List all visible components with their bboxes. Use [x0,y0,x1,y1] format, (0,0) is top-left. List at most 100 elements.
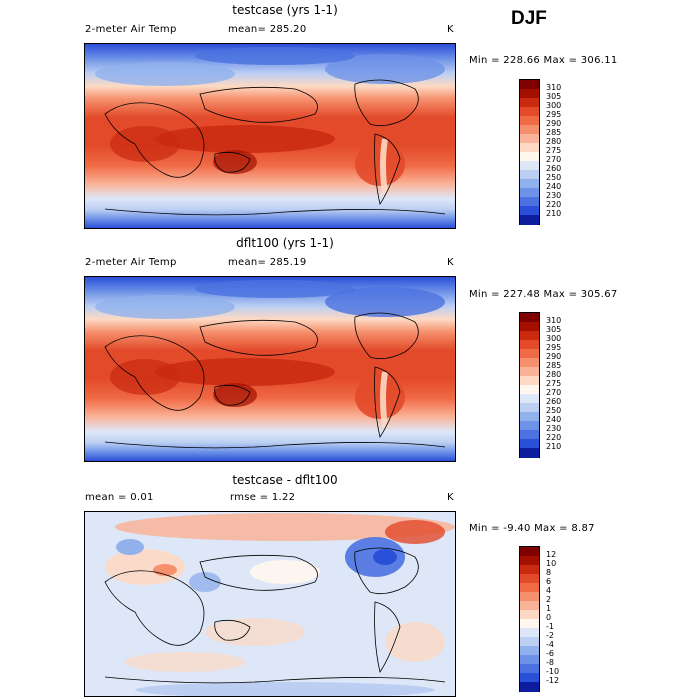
colorbar-swatch [520,331,539,341]
colorbar-swatch [520,583,539,593]
colorbar-tick-label: 310 [546,83,562,92]
panel-1-map [84,43,456,229]
colorbar-swatch [520,547,539,557]
panel-2-mean-label: mean= 285.19 [228,257,307,268]
colorbar-swatch [520,215,539,225]
colorbar-tick-label: 220 [546,200,562,209]
colorbar-swatch [520,610,539,620]
colorbar-tick-label: 290 [546,352,562,361]
panel-3-rmse-label: rmse = 1.22 [230,492,296,503]
colorbar-swatch [520,421,539,431]
colorbar-tick-label: 240 [546,182,562,191]
colorbar-swatch [520,385,539,395]
colorbar-tick-label: 305 [546,92,562,101]
colorbar-tick-label: 285 [546,128,562,137]
panel-2-title: dflt100 (yrs 1-1) [236,236,334,250]
colorbar-tick-label: 6 [546,577,552,586]
colorbar-tick-label: 230 [546,191,562,200]
colorbar-swatch [520,206,539,216]
colorbar-tick-label: -6 [546,649,554,658]
colorbar-swatch [520,565,539,575]
colorbar-tick-label: 260 [546,397,562,406]
colorbar-swatch [520,403,539,413]
colorbar-swatch [520,394,539,404]
colorbar-tick-label: 285 [546,361,562,370]
colorbar-tick-label: 240 [546,415,562,424]
panel-3-mean-label: mean = 0.01 [85,492,154,503]
colorbar-swatch [520,197,539,207]
colorbar-tick-label: 275 [546,146,562,155]
colorbar-tick-label: 305 [546,325,562,334]
colorbar-swatch [520,592,539,602]
colorbar-swatch [520,673,539,683]
colorbar-swatch [520,152,539,162]
colorbar-tick-label: 295 [546,343,562,352]
colorbar-tick-label: 300 [546,334,562,343]
colorbar-swatch [520,161,539,171]
colorbar-tick-label: 12 [546,550,557,559]
panel-3-difference-field [85,512,455,696]
colorbar-swatch [520,655,539,665]
colorbar-tick-label: 310 [546,316,562,325]
colorbar-swatch [520,601,539,611]
panel-3-map [84,511,456,697]
colorbar-swatch [520,358,539,368]
panel-1-temperature-field [85,44,455,228]
colorbar-tick-label: -2 [546,631,554,640]
colorbar-tick-label: 210 [546,209,562,218]
colorbar-tick-label: 1 [546,604,552,613]
colorbar-swatch [520,143,539,153]
colorbar-swatch [520,682,539,692]
colorbar-tick-label: 0 [546,613,552,622]
colorbar-tick-label: 270 [546,388,562,397]
colorbar-swatch [520,340,539,350]
colorbar-swatch [520,80,539,90]
colorbar-tick-label: 250 [546,406,562,415]
panel-2-units-label: K [447,257,454,268]
colorbar-swatch [520,170,539,180]
colorbar-tick-label: 270 [546,155,562,164]
colorbar-swatch [520,430,539,440]
panel-3-units-label: K [447,492,454,503]
colorbar-swatch [520,125,539,135]
panel-1-title: testcase (yrs 1-1) [232,3,338,17]
colorbar-tick-label: -12 [546,676,560,685]
colorbar-swatch [520,412,539,422]
colorbar-tick-label: -8 [546,658,554,667]
colorbar-swatch [520,134,539,144]
colorbar-tick-label: 250 [546,173,562,182]
colorbar-tick-label: 300 [546,101,562,110]
panel-3-minmax-label: Min = -9.40 Max = 8.87 [469,523,595,534]
colorbar-tick-label: 275 [546,379,562,388]
panel-2-map [84,276,456,462]
colorbar-swatch [520,646,539,656]
panel-1-variable-label: 2-meter Air Temp [85,24,177,35]
colorbar-swatch [520,628,539,638]
colorbar-tick-label: 4 [546,586,552,595]
colorbar-swatch [520,439,539,449]
panel-2-variable-label: 2-meter Air Temp [85,257,177,268]
colorbar-swatch [520,107,539,117]
colorbar-swatch [520,116,539,126]
colorbar-tick-label: -4 [546,640,554,649]
colorbar-swatch [520,637,539,647]
colorbar-tick-label: 220 [546,433,562,442]
colorbar-tick-label: -1 [546,622,554,631]
colorbar-swatch [520,574,539,584]
panel-3-colorbar-ticks: 12 10 8 6 4 2 1 0 -1 -2 -4 -6 -8 -10 -12 [546,546,586,692]
colorbar-swatch [520,376,539,386]
colorbar-tick-label: 280 [546,137,562,146]
panel-2-colorbar [519,312,540,458]
colorbar-swatch [520,322,539,332]
colorbar-swatch [520,448,539,458]
colorbar-swatch [520,89,539,99]
colorbar-swatch [520,98,539,108]
colorbar-swatch [520,188,539,198]
colorbar-tick-label: 280 [546,370,562,379]
panel-1-colorbar-ticks: 310 305 300 295 290 285 280 275 270 260 250 240 230 2… [546,79,586,225]
colorbar-tick-label: 2 [546,595,552,604]
colorbar-tick-label: 210 [546,442,562,451]
colorbar-tick-label: 295 [546,110,562,119]
colorbar-swatch [520,367,539,377]
panel-3-title: testcase - dflt100 [232,473,338,487]
